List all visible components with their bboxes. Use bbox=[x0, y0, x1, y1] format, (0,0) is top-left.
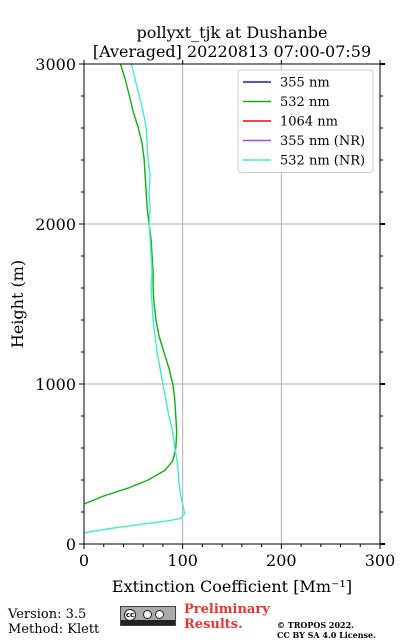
chart-title-line-2: [Averaged] 20220813 07:00-07:59 bbox=[92, 42, 372, 61]
series-line-1 bbox=[84, 64, 178, 505]
x-tick-label: 0 bbox=[79, 551, 89, 570]
legend-label: 1064 nm bbox=[280, 115, 338, 130]
legend-label: 355 nm (NR) bbox=[280, 134, 365, 149]
version-text: Version: 3.5 bbox=[8, 607, 87, 622]
legend-label: 532 nm (NR) bbox=[280, 154, 365, 169]
x-tick-label: 300 bbox=[365, 551, 396, 570]
y-tick-label: 0 bbox=[66, 535, 76, 554]
by-icon bbox=[143, 610, 152, 619]
y-axis-label: Height (m) bbox=[8, 260, 27, 348]
y-tick-label: 3000 bbox=[35, 55, 76, 74]
y-tick-label: 2000 bbox=[35, 215, 76, 234]
copyright-line-1: © TROPOS 2022. bbox=[277, 620, 354, 630]
preliminary-line-2: Results. bbox=[184, 617, 243, 632]
legend-box bbox=[237, 69, 374, 173]
plot-frame bbox=[83, 63, 381, 545]
preliminary-label: Preliminary Results. bbox=[184, 602, 270, 632]
cc-license-badge: cc bbox=[120, 606, 176, 626]
series-line-4 bbox=[84, 64, 186, 534]
preliminary-line-1: Preliminary bbox=[184, 602, 270, 617]
method-text: Method: Klett bbox=[8, 622, 100, 637]
legend-label: 532 nm bbox=[280, 95, 330, 110]
sa-icon bbox=[155, 610, 164, 619]
legend: 355 nm 532 nm 1064 nm 355 nm (NR) 532 nm (NR… bbox=[237, 69, 374, 173]
x-axis-label: Extinction Coefficient [Mm⁻¹] bbox=[112, 577, 352, 596]
copyright-line-2: CC BY SA 4.0 License. bbox=[277, 630, 376, 640]
legend-label: 355 nm bbox=[280, 76, 330, 91]
cc-badge-strip bbox=[121, 620, 175, 625]
y-tick-label: 1000 bbox=[35, 375, 76, 394]
x-tick-label: 100 bbox=[167, 551, 198, 570]
copyright-text: © TROPOS 2022. CC BY SA 4.0 License. bbox=[277, 620, 376, 640]
chart-title-line-1: pollyxt_tjk at Dushanbe bbox=[136, 23, 328, 42]
series-lines bbox=[84, 64, 186, 534]
x-tick-label: 200 bbox=[266, 551, 297, 570]
